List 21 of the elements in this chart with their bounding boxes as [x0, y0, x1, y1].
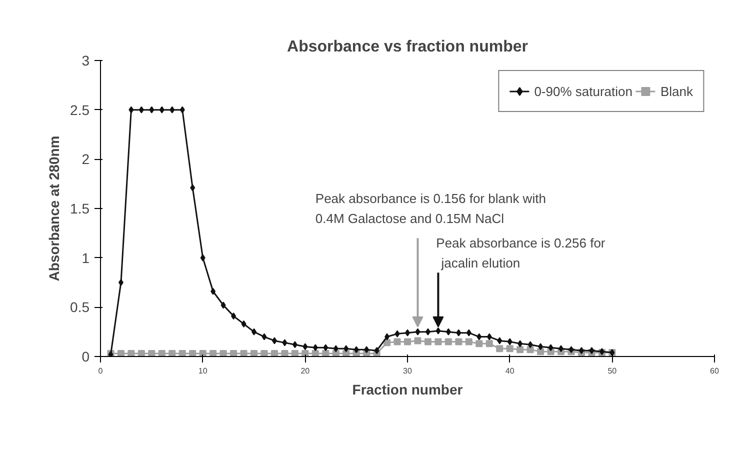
chart-title: Absorbance vs fraction number [287, 38, 528, 56]
x-tick-label: 20 [300, 366, 310, 376]
y-tick-label: 0.5 [70, 299, 90, 316]
y-tick-label: 2 [82, 151, 90, 168]
y-tick-label: 1.5 [70, 200, 90, 216]
x-tick-label: 30 [403, 366, 412, 376]
legend-label: Blank [660, 84, 693, 98]
y-tick-label: 3 [82, 52, 90, 68]
x-axis-title: Fraction number [352, 382, 464, 398]
x-tick-label: 40 [505, 366, 515, 376]
y-tick-label: 1 [82, 250, 90, 266]
y-axis-title: Absorbance at 280nm [46, 136, 62, 282]
x-tick-label: 0 [98, 366, 104, 376]
x-tick-label: 50 [608, 366, 618, 376]
x-tick-label: 10 [198, 366, 208, 376]
annotation: Peak absorbance is 0.256 for jacalin elution [436, 236, 606, 270]
y-tick-label: 2.5 [70, 102, 90, 118]
legend-label: 0-90% saturation [534, 84, 632, 98]
y-tick-label: 0 [82, 348, 90, 364]
annotation: Peak absorbance is 0.156 for blank with 0.4M Galactose and 0.15M NaCl [315, 191, 546, 226]
x-tick-label: 60 [710, 366, 720, 376]
